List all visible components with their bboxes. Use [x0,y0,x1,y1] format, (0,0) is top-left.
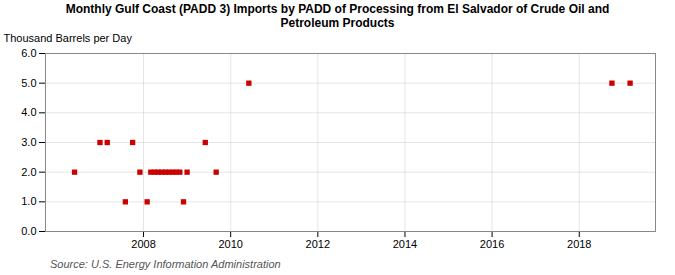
svg-text:2014: 2014 [393,238,417,250]
svg-text:2018: 2018 [567,238,591,250]
svg-text:1.0: 1.0 [21,195,36,207]
svg-text:6.0: 6.0 [21,47,36,59]
svg-text:2.0: 2.0 [21,165,36,177]
html-text:Source: U.S. Energy Informatio: Source: U.S. Energy Information Administ… [50,257,281,270]
svg-text:3.0: 3.0 [21,136,36,148]
html-text:Monthly Gulf Coast (PADD 3) Im: Monthly Gulf Coast (PADD 3) Imports by P… [65,2,610,31]
svg-text:2016: 2016 [480,238,504,250]
svg-text:2012: 2012 [306,238,330,250]
svg-text:Thousand Barrels per Day: Thousand Barrels per Day [4,32,133,44]
svg-text:2008: 2008 [131,238,155,250]
svg-text:4.0: 4.0 [21,106,36,118]
svg-text:5.0: 5.0 [21,76,36,88]
svg-text:2010: 2010 [218,238,242,250]
svg-text:0.0: 0.0 [21,225,36,237]
